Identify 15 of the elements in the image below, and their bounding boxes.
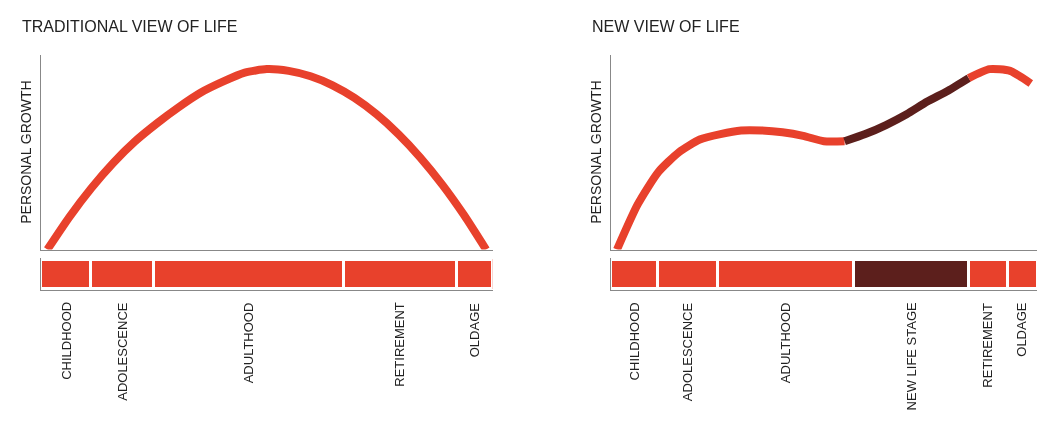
text: RETIREMENT [392, 302, 408, 387]
text: RETIREMENT [980, 303, 996, 388]
text: OLDAGE [466, 302, 482, 358]
text: OLDAGE [1014, 302, 1030, 357]
text: ADULTHOOD [241, 302, 257, 384]
chart-title: NEW VIEW OF LIFE [592, 18, 740, 35]
text: CHILDHOOD [627, 302, 643, 381]
text: ADULTHOOD [777, 302, 793, 384]
y-axis-title: PERSONAL GROWTH [18, 80, 35, 224]
text: CHILDHOOD [58, 301, 74, 380]
y-axis-title: PERSONAL GROWTH [588, 80, 605, 224]
chart-title: TRADITIONAL VIEW OF LIFE [22, 18, 238, 35]
text: ADOLESCENCE [679, 302, 695, 402]
text: NEW LIFE STAGE [904, 301, 920, 411]
text: ADOLESCENCE [114, 302, 130, 401]
